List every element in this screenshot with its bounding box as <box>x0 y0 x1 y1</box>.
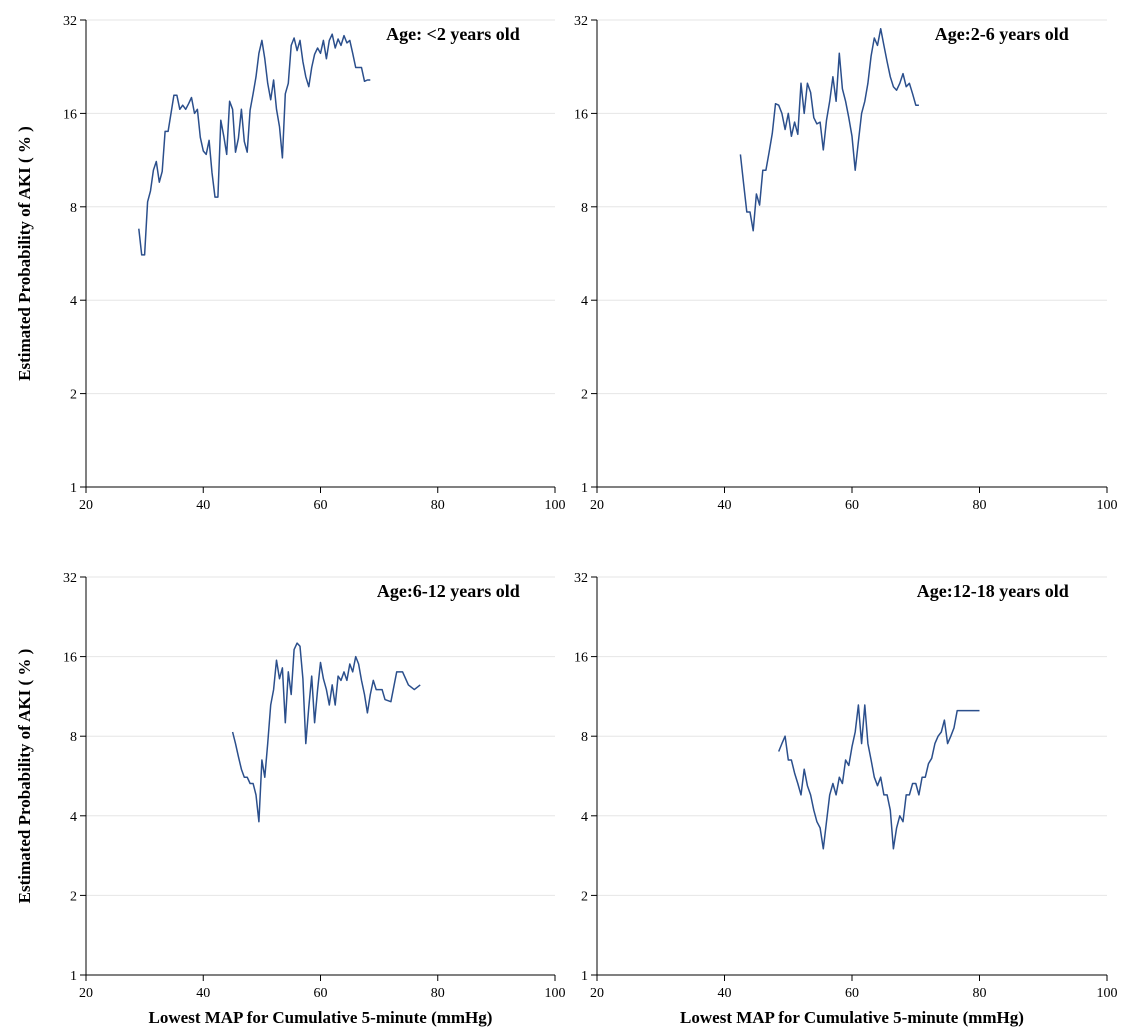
x-tick-label: 20 <box>79 498 93 513</box>
y-tick-label: 1 <box>581 969 588 984</box>
panel-title: Age:6-12 years old <box>377 581 520 601</box>
y-tick-label: 2 <box>581 388 588 403</box>
y-tick-label: 8 <box>70 201 77 216</box>
x-tick-label: 40 <box>718 498 732 513</box>
chart-panel-3: 1 2 4 8 16 32 20 40 60 80 100 Age:6-12 years old Est… <box>15 571 566 1027</box>
y-tick-label: 16 <box>63 107 77 122</box>
x-tick-label: 80 <box>973 986 987 1001</box>
y-axis-title: Estimated Probability of AKI ( % ) <box>15 126 34 381</box>
panel-title: Age: <2 years old <box>386 24 520 44</box>
x-axis-title: Lowest MAP for Cumulative 5-minute (mmHg… <box>149 1008 493 1027</box>
y-tick-label: 4 <box>581 294 588 309</box>
panel-title: Age:12-18 years old <box>917 581 1069 601</box>
y-tick-label: 8 <box>581 730 588 745</box>
x-tick-label: 40 <box>196 498 210 513</box>
x-tick-label: 60 <box>845 498 859 513</box>
x-tick-label: 60 <box>314 986 328 1001</box>
y-axis-title: Estimated Probability of AKI ( % ) <box>15 649 34 904</box>
y-tick-label: 4 <box>581 810 588 825</box>
x-tick-label: 40 <box>196 986 210 1001</box>
y-tick-label: 4 <box>70 294 77 309</box>
x-axis-title: Lowest MAP for Cumulative 5-minute (mmHg… <box>680 1008 1024 1027</box>
y-tick-label: 8 <box>581 201 588 216</box>
y-tick-label: 32 <box>63 571 77 586</box>
y-tick-label: 2 <box>581 889 588 904</box>
y-tick-label: 32 <box>574 571 588 586</box>
x-tick-label: 80 <box>431 986 445 1001</box>
y-tick-label: 32 <box>63 14 77 29</box>
y-tick-label: 1 <box>70 481 77 496</box>
x-tick-label: 100 <box>1097 986 1118 1001</box>
x-tick-label: 20 <box>79 986 93 1001</box>
y-tick-label: 2 <box>70 889 77 904</box>
series-line <box>778 704 980 850</box>
x-tick-label: 100 <box>545 498 566 513</box>
y-tick-label: 16 <box>63 651 77 666</box>
series-line <box>138 33 371 256</box>
series-line <box>231 642 421 823</box>
chart-panel-1: 1 2 4 8 16 32 20 40 60 80 100 Age: <2 years old Esti… <box>15 14 566 513</box>
y-tick-label: 1 <box>581 481 588 496</box>
y-tick-label: 16 <box>574 107 588 122</box>
series-line <box>739 27 919 232</box>
x-tick-label: 20 <box>590 498 604 513</box>
chart-panel-4: 1 2 4 8 16 32 20 40 60 80 100 Age:12-18 years old Lo… <box>574 571 1118 1027</box>
y-tick-label: 2 <box>70 388 77 403</box>
y-tick-label: 1 <box>70 969 77 984</box>
panel-title: Age:2-6 years old <box>935 24 1069 44</box>
y-tick-label: 32 <box>574 14 588 29</box>
x-tick-label: 60 <box>314 498 328 513</box>
x-tick-label: 60 <box>845 986 859 1001</box>
y-tick-label: 8 <box>70 730 77 745</box>
x-tick-label: 100 <box>1097 498 1118 513</box>
y-tick-label: 16 <box>574 651 588 666</box>
x-tick-label: 40 <box>718 986 732 1001</box>
x-tick-label: 80 <box>431 498 445 513</box>
x-tick-label: 100 <box>545 986 566 1001</box>
y-tick-label: 4 <box>70 810 77 825</box>
x-tick-label: 20 <box>590 986 604 1001</box>
chart-panel-2: 1 2 4 8 16 32 20 40 60 80 100 Age:2-6 years old <box>574 14 1118 513</box>
x-tick-label: 80 <box>973 498 987 513</box>
